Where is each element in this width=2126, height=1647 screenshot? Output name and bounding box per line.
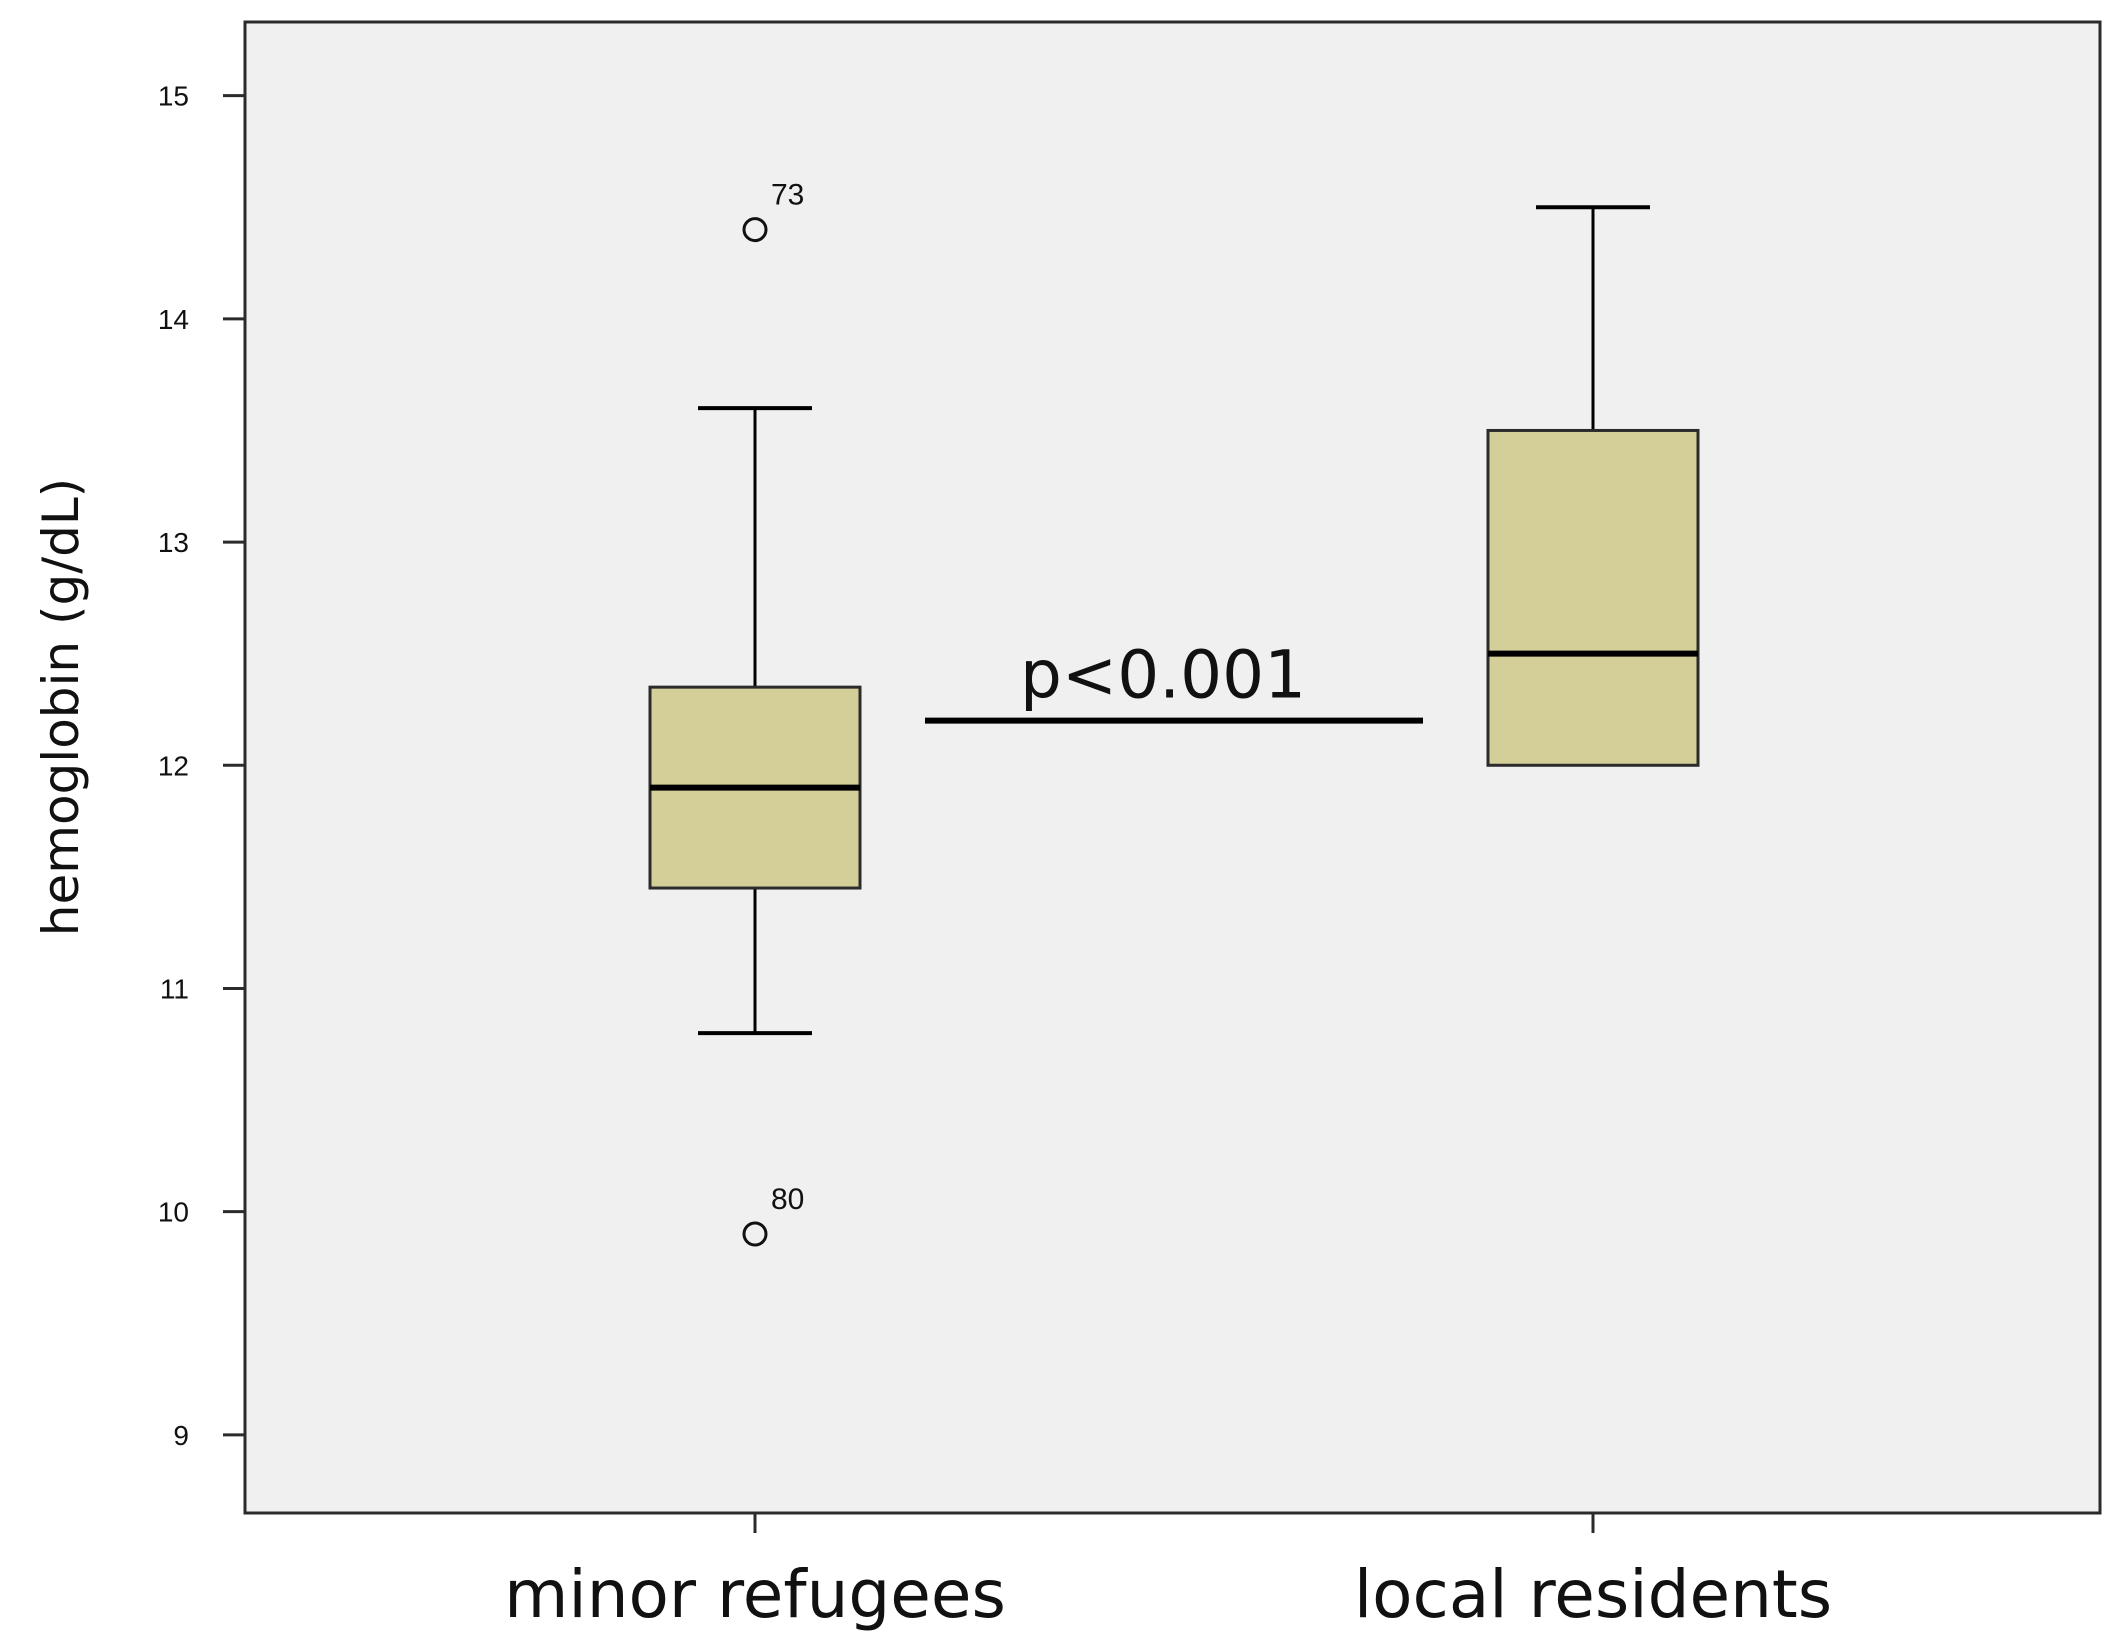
plot-area bbox=[243, 20, 2102, 1515]
box-group bbox=[1486, 205, 1700, 767]
outlier-label: 80 bbox=[771, 1183, 804, 1216]
y-tick-label: 15 bbox=[158, 81, 189, 112]
y-axis-ticks: 9 10 11 12 13 14 15 bbox=[158, 81, 245, 1451]
y-tick-label: 10 bbox=[158, 1197, 189, 1228]
box-group: 73 80 bbox=[648, 179, 862, 1247]
x-category-label: local residents bbox=[1354, 1556, 1832, 1633]
y-tick-label: 9 bbox=[173, 1420, 189, 1451]
y-tick-label: 14 bbox=[158, 304, 189, 335]
x-axis-ticks: minor refugees local residents bbox=[504, 1513, 1832, 1633]
iqr-box bbox=[1486, 428, 1700, 767]
x-category-label: minor refugees bbox=[504, 1556, 1006, 1633]
outlier-point bbox=[742, 1221, 768, 1247]
box-series: 73 80 bbox=[648, 179, 1700, 1247]
y-tick-label: 12 bbox=[158, 750, 189, 781]
significance-label: p<0.001 bbox=[1020, 637, 1306, 714]
outlier-label: 73 bbox=[771, 179, 804, 212]
significance-annotation: p<0.001 bbox=[925, 637, 1423, 724]
y-axis-label: hemoglobin (g/dL) bbox=[32, 478, 90, 936]
y-tick-label: 11 bbox=[160, 973, 189, 1004]
y-tick-label: 13 bbox=[158, 527, 189, 558]
outlier-point bbox=[742, 217, 768, 243]
